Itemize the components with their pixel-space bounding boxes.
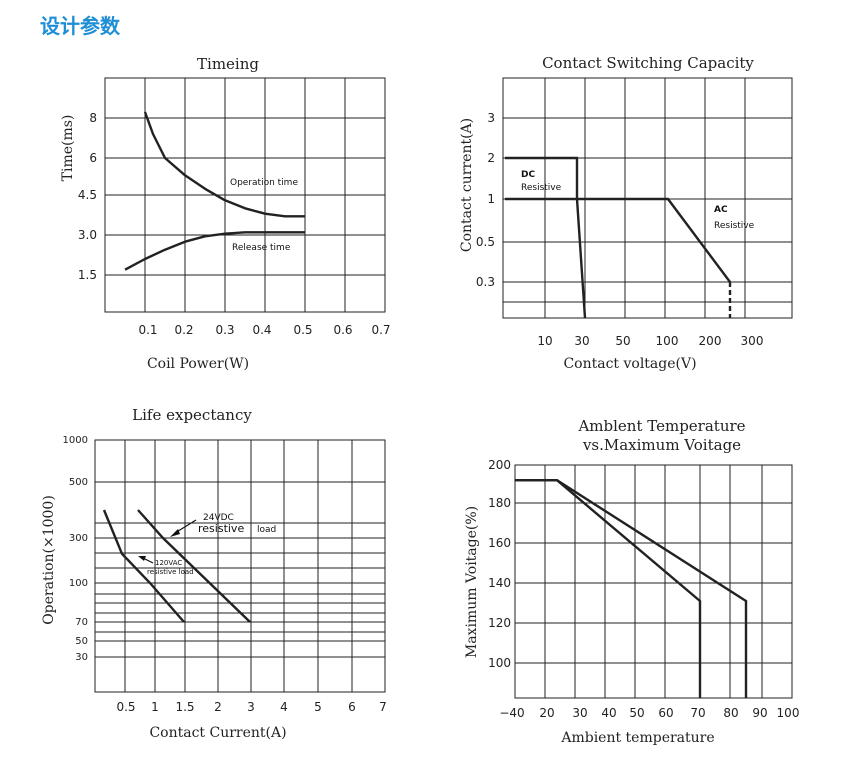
chart3-x-tick: 7: [379, 700, 387, 714]
chart3-y-tick: 100: [69, 578, 88, 589]
chart4-y-label: Maximum Voitage(%): [464, 506, 480, 658]
chart3-x-label: Contact Current(A): [149, 725, 286, 741]
chart4-x-tick: 90: [752, 706, 767, 720]
chart1-legend-operation: Operation time: [230, 178, 298, 188]
chart3-x-tick: 3: [247, 700, 255, 714]
chart1-x-tick: 0.5: [293, 323, 312, 337]
chart3-grid: [94, 439, 386, 693]
chart2-x-tick: 300: [741, 334, 764, 348]
chart2-x-tick: 10: [537, 334, 552, 348]
chart2-y-tick: 0.5: [476, 235, 495, 249]
chart4-series-85c: [515, 479, 748, 698]
chart2-label-ac: AC: [714, 205, 728, 215]
chart2-label-ac-resistive: Resistive: [714, 221, 755, 231]
chart1-y-tick: 1.5: [78, 268, 97, 282]
chart4-y-tick: 100: [488, 656, 511, 670]
chart2-x-tick: 100: [656, 334, 679, 348]
chart3-y-tick: 30: [75, 652, 88, 663]
chart3-x-tick: 1.5: [175, 700, 194, 714]
chart3-label-24vdc-load: load: [257, 525, 276, 535]
chart1-legend-release: Release time: [232, 243, 291, 253]
chart1-title: Timeing: [197, 55, 259, 73]
chart4-y-tick: 140: [488, 576, 511, 590]
chart3-x-tick: 5: [314, 700, 322, 714]
chart4-y-tick: 200: [488, 458, 511, 472]
chart-life-expectancy: Life expectancy 0.5 1 1.5 2 3 4 5 6 7 1000 500 300 10…: [41, 406, 387, 741]
chart1-y-tick: 6: [89, 151, 97, 165]
chart4-x-tick: 80: [723, 706, 738, 720]
chart1-x-tick: 0.7: [371, 323, 390, 337]
chart3-x-tick: 1: [151, 700, 159, 714]
chart3-arrowhead-120vac: [138, 556, 146, 561]
chart1-x-tick: 0.4: [252, 323, 271, 337]
chart4-title-line2: vs.Maximum Voitage: [582, 436, 741, 454]
chart1-y-label: Time(ms): [60, 115, 76, 182]
chart1-y-tick: 4.5: [78, 188, 97, 202]
chart3-label-24vdc-resistive: resistive: [198, 522, 244, 535]
chart3-x-tick: 6: [348, 700, 356, 714]
chart3-title: Life expectancy: [132, 406, 252, 424]
chart2-x-label: Contact voltage(V): [563, 356, 696, 372]
chart4-x-tick: 40: [601, 706, 616, 720]
chart3-y-tick: 50: [75, 636, 88, 647]
chart2-x-tick: 30: [574, 334, 589, 348]
chart3-x-tick: 0.5: [116, 700, 135, 714]
chart1-y-tick: 8: [89, 111, 97, 125]
chart2-y-tick: 0.3: [476, 275, 495, 289]
chart1-x-label: Coil Power(W): [147, 356, 249, 372]
chart4-x-tick: 60: [658, 706, 673, 720]
chart1-y-tick: 3.0: [78, 228, 97, 242]
chart3-y-tick: 1000: [63, 435, 88, 446]
chart4-x-tick: 20: [539, 706, 554, 720]
chart2-title: Contact Switching Capacity: [542, 54, 754, 72]
chart4-x-tick: 70: [690, 706, 705, 720]
chart4-x-tick: 50: [629, 706, 644, 720]
chart2-y-tick: 2: [487, 151, 495, 165]
chart4-y-tick: 120: [488, 616, 511, 630]
chart2-y-tick: 3: [487, 111, 495, 125]
chart2-y-label: Contact current(A): [459, 118, 475, 252]
chart3-label-120vac-load: resistive load: [147, 568, 194, 576]
chart1-x-tick: 0.1: [138, 323, 157, 337]
chart3-label-120vac: 120VAC: [155, 559, 182, 567]
chart3-y-tick: 500: [69, 477, 88, 488]
chart1-x-tick: 0.3: [215, 323, 234, 337]
chart2-x-tick: 50: [615, 334, 630, 348]
chart3-x-tick: 2: [214, 700, 222, 714]
chart2-y-tick: 1: [487, 192, 495, 206]
chart3-y-label: Operation(×1000): [41, 495, 57, 625]
chart4-x-tick: 30: [572, 706, 587, 720]
chart2-x-tick: 200: [699, 334, 722, 348]
chart4-y-tick: 160: [488, 536, 511, 550]
chart1-x-tick: 0.2: [174, 323, 193, 337]
chart3-arrowhead-24vdc: [170, 529, 180, 537]
chart2-series-ac: [505, 197, 732, 318]
chart-timeing: Timeing 0.1 0.2 0.3 0.4 0.5 0.6 0.7 8 6 4.5 3.0 1.5 C…: [60, 55, 391, 372]
chart1-x-tick: 0.6: [333, 323, 352, 337]
chart3-y-tick: 300: [69, 533, 88, 544]
chart4-y-tick: 180: [488, 496, 511, 510]
chart4-x-tick: −40: [499, 706, 524, 720]
page-heading: 设计参数: [40, 14, 120, 38]
chart3-x-tick: 4: [280, 700, 288, 714]
chart2-grid: [502, 77, 793, 319]
chart4-x-tick: 100: [777, 706, 800, 720]
chart1-grid: [104, 77, 386, 313]
chart2-label-dc: DC: [521, 170, 535, 180]
chart3-y-tick: 70: [75, 617, 88, 628]
chart4-x-label: Ambient temperature: [560, 730, 714, 746]
chart4-grid: [514, 464, 793, 699]
chart2-label-dc-resistive: Resistive: [521, 183, 562, 193]
chart4-title-line1: Amblent Temperature: [577, 417, 745, 435]
